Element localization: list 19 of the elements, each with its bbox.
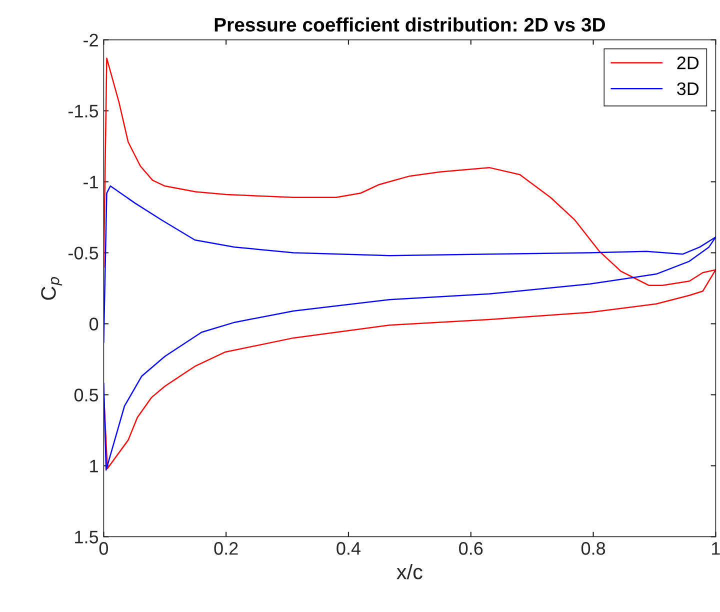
y-tick-label: -1 — [84, 176, 98, 188]
x-tick-label: 0.6 — [459, 542, 483, 555]
x-tick-label: 0.2 — [214, 542, 238, 555]
y-tick-label: 0 — [89, 318, 98, 330]
x-tick-label: 0.4 — [336, 542, 360, 555]
y-tick-label: -0.5 — [68, 246, 98, 260]
y-tick-label: 1 — [90, 460, 98, 472]
legend-label: 2D — [677, 56, 699, 70]
x-tick-label: 0 — [99, 542, 108, 555]
y-tick-label: 1.5 — [75, 530, 98, 544]
y-tick-label: 0.5 — [74, 388, 98, 402]
y-tick-label: -2 — [84, 34, 98, 46]
x-axis-title: x/c — [396, 564, 422, 580]
legend-label: 3D — [677, 82, 699, 96]
x-tick-label: 1 — [712, 542, 720, 555]
y-axis-title: C$_{p}$ — [41, 277, 62, 300]
x-tick-label: 0.8 — [581, 542, 606, 555]
y-tick-label: -1.5 — [68, 104, 98, 118]
chart-title: Pressure coefficient distribution: 2D vs 3D — [214, 17, 605, 32]
